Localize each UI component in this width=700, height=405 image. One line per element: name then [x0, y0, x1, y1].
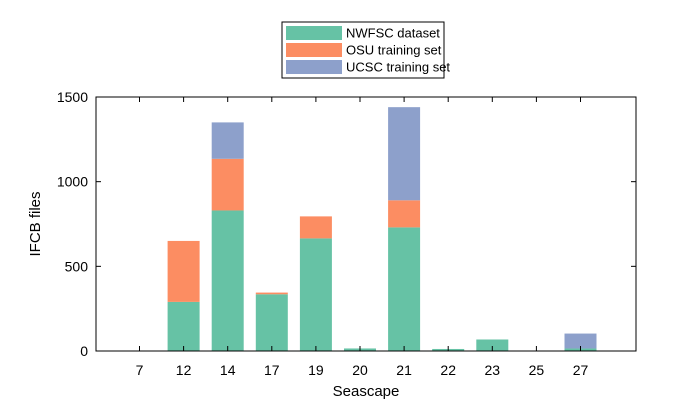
legend-swatch — [286, 43, 342, 57]
bar-21-series-2 — [388, 200, 421, 228]
bar-17-series-1 — [255, 294, 288, 351]
bar-19-series-2 — [299, 216, 332, 239]
bar-14-series-1 — [211, 210, 244, 351]
bar-27-series-3 — [564, 333, 597, 349]
x-tick-label: 25 — [529, 362, 545, 378]
legend-label: NWFSC dataset — [346, 26, 440, 41]
bar-12-series-1 — [167, 301, 200, 351]
bar-21-series-1 — [388, 227, 421, 351]
y-tick-label: 500 — [65, 258, 89, 274]
bar-23-series-1 — [476, 339, 509, 351]
x-tick-label: 14 — [220, 362, 236, 378]
x-tick-label: 12 — [176, 362, 192, 378]
plot-frame — [95, 96, 637, 352]
y-axis-title: IFCB files — [27, 191, 44, 256]
x-tick-label: 22 — [440, 362, 456, 378]
legend-swatch — [286, 60, 342, 74]
legend-swatch — [286, 26, 342, 40]
bar-14-series-3 — [211, 122, 244, 159]
legend-label: OSU training set — [346, 43, 442, 58]
bar-21-series-3 — [388, 107, 421, 201]
x-tick-label: 20 — [352, 362, 368, 378]
x-tick-label: 19 — [308, 362, 324, 378]
y-tick-label: 0 — [80, 343, 88, 359]
x-tick-label: 17 — [264, 362, 280, 378]
legend-label: UCSC training set — [346, 60, 450, 75]
x-axis-title: Seascape — [333, 383, 400, 400]
x-tick-label: 7 — [136, 362, 144, 378]
x-tick-label: 23 — [485, 362, 501, 378]
x-tick-label: 27 — [573, 362, 589, 378]
bar-19-series-1 — [299, 238, 332, 351]
x-tick-label: 21 — [396, 362, 412, 378]
axes: 0 500 1000 1500 7 12 14 17 19 20 21 22 23 25 27 — [57, 89, 637, 378]
bar-17-series-2 — [255, 292, 288, 295]
bar-14-series-2 — [211, 158, 244, 211]
y-tick-label: 1000 — [57, 174, 88, 190]
plot-area — [167, 107, 597, 351]
bar-12-series-2 — [167, 240, 200, 302]
y-tick-label: 1500 — [57, 89, 88, 105]
legend: NWFSC dataset OSU training set UCSC traini… — [281, 21, 450, 79]
